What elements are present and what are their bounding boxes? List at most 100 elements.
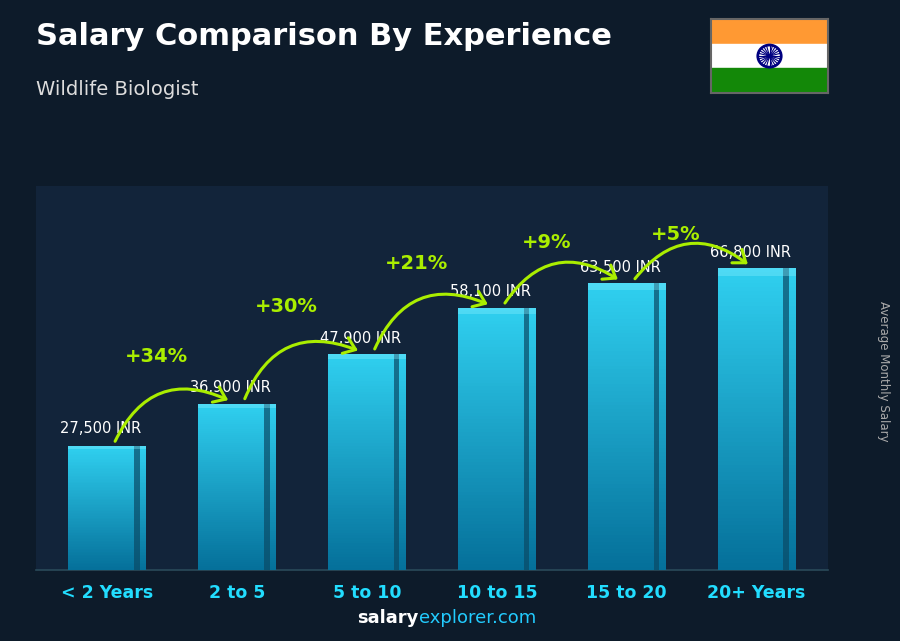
Bar (717, 503, 796, 506)
Bar (588, 394, 666, 398)
Bar (198, 541, 276, 544)
Bar (328, 443, 406, 446)
Bar (458, 419, 536, 422)
Bar (68, 513, 147, 515)
Bar (588, 366, 666, 369)
Bar (68, 505, 147, 507)
Bar (717, 321, 796, 325)
Bar (68, 512, 147, 513)
Bar (717, 445, 796, 449)
Text: 27,500 INR: 27,500 INR (60, 421, 141, 436)
Bar (328, 554, 406, 557)
Bar (588, 485, 666, 488)
Bar (68, 564, 147, 566)
Bar (458, 439, 536, 442)
Bar (328, 354, 406, 356)
Bar (328, 400, 406, 403)
Bar (198, 564, 276, 566)
Bar (328, 354, 406, 359)
Bar (328, 538, 406, 541)
Bar (198, 502, 276, 504)
Bar (458, 515, 536, 518)
Bar (588, 463, 666, 467)
Bar (198, 552, 276, 554)
Bar (198, 514, 276, 516)
Bar (711, 19, 828, 44)
Bar (198, 529, 276, 531)
Bar (328, 484, 406, 487)
Bar (198, 520, 276, 522)
Bar (458, 465, 536, 469)
Bar (198, 519, 276, 520)
Bar (68, 518, 147, 519)
Bar (588, 384, 666, 387)
Bar (68, 496, 147, 497)
Bar (134, 446, 140, 570)
Bar (328, 497, 406, 500)
Bar (198, 472, 276, 474)
Bar (717, 514, 796, 517)
Bar (198, 531, 276, 533)
Bar (588, 420, 666, 423)
Bar (198, 566, 276, 569)
Bar (717, 385, 796, 389)
Bar (68, 487, 147, 488)
FancyArrowPatch shape (115, 387, 226, 441)
Bar (68, 477, 147, 479)
Bar (328, 413, 406, 416)
Bar (328, 481, 406, 484)
Bar (198, 433, 276, 435)
Bar (198, 404, 276, 408)
Text: Salary Comparison By Experience: Salary Comparison By Experience (36, 22, 612, 51)
Bar (68, 501, 147, 502)
Bar (717, 525, 796, 529)
Bar (588, 319, 666, 322)
Bar (328, 489, 406, 492)
Bar (588, 567, 666, 570)
FancyArrowPatch shape (245, 338, 356, 399)
Bar (458, 567, 536, 570)
Bar (328, 378, 406, 381)
Bar (717, 287, 796, 291)
Bar (458, 308, 536, 311)
Bar (328, 516, 406, 519)
Bar (588, 470, 666, 474)
Bar (68, 446, 147, 449)
Bar (198, 535, 276, 537)
Bar (68, 566, 147, 567)
Bar (68, 538, 147, 539)
Bar (328, 427, 406, 429)
Bar (588, 441, 666, 445)
Bar (68, 552, 147, 553)
Bar (588, 405, 666, 409)
Bar (458, 347, 536, 351)
Bar (328, 460, 406, 462)
Bar (588, 459, 666, 463)
Bar (717, 563, 796, 567)
Text: salary: salary (357, 609, 418, 627)
Bar (68, 471, 147, 472)
Bar (717, 517, 796, 521)
Bar (458, 328, 536, 331)
Bar (458, 501, 536, 504)
Bar (198, 445, 276, 447)
Bar (198, 487, 276, 489)
Bar (328, 487, 406, 489)
Bar (717, 401, 796, 404)
Bar (588, 438, 666, 441)
Bar (198, 439, 276, 441)
Text: Average Monthly Salary: Average Monthly Salary (878, 301, 890, 442)
Bar (68, 460, 147, 462)
Bar (198, 549, 276, 552)
Bar (198, 466, 276, 468)
Bar (328, 560, 406, 562)
Bar (717, 495, 796, 499)
Bar (68, 455, 147, 457)
Bar (68, 528, 147, 530)
Bar (328, 359, 406, 362)
Bar (458, 551, 536, 554)
Bar (458, 390, 536, 393)
Bar (717, 276, 796, 279)
Bar (717, 499, 796, 503)
Bar (717, 552, 796, 555)
